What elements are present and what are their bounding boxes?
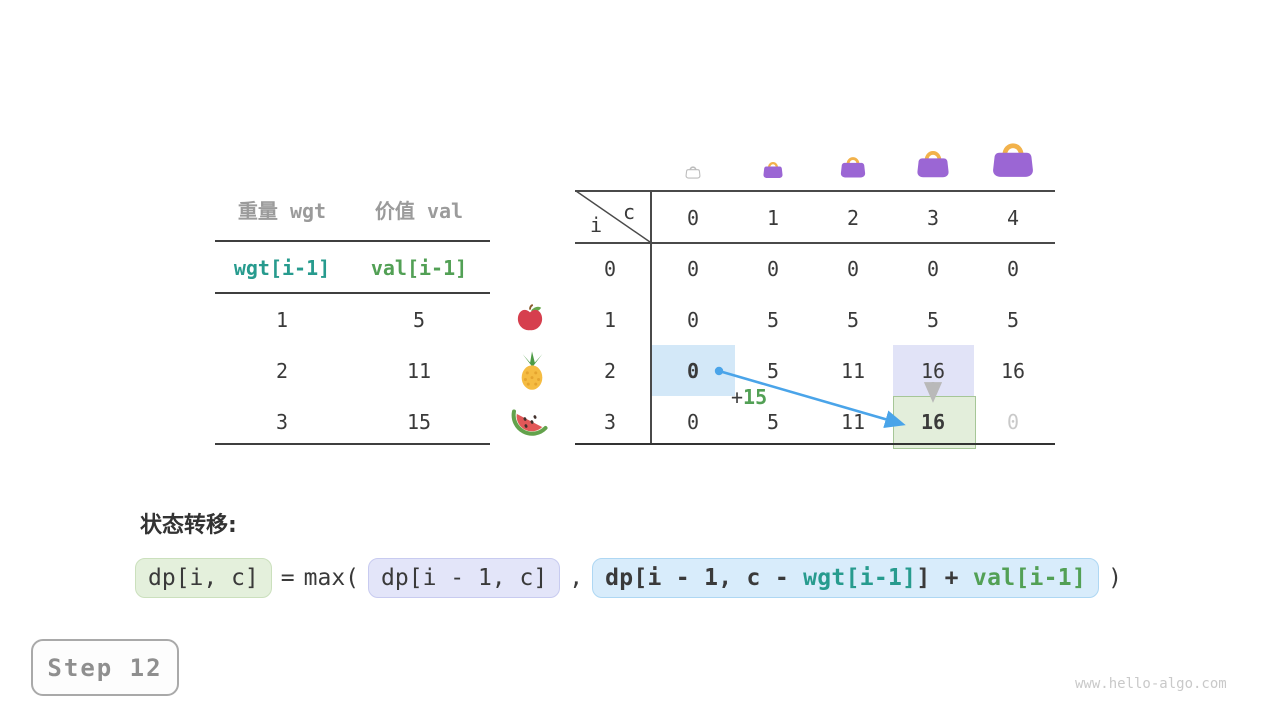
dp-cell: 0	[686, 257, 700, 281]
item-weight: 1	[275, 308, 289, 332]
items-table-rule-bottom	[215, 443, 490, 445]
item-value: 5	[412, 308, 426, 332]
dp-cell: 16	[1000, 359, 1026, 383]
state-transition-heading: 状态转移:	[140, 513, 237, 538]
formula-comma: ,	[569, 565, 584, 591]
items-table-rule-top	[215, 240, 490, 242]
dp-cell: 5	[766, 410, 780, 434]
dp-col-label: 2	[846, 206, 860, 230]
arg2-prefix: dp[i - 1, c -	[605, 565, 804, 591]
items-col-header-value: 价值 val	[374, 199, 464, 223]
items-col-header-weight: 重量 wgt	[237, 199, 327, 223]
dp-row-label: 3	[603, 410, 617, 434]
dp-cell-source: 0	[686, 359, 700, 383]
arg2-val: val[i-1]	[972, 565, 1087, 591]
formula-arg2-chip: dp[i - 1, c - wgt[i-1]] + val[i-1]	[592, 558, 1100, 598]
dp-cell: 5	[766, 359, 780, 383]
dp-cell: 0	[686, 410, 700, 434]
dp-row-label: 2	[603, 359, 617, 383]
dp-cell: 0	[1006, 257, 1020, 281]
dp-rule-header	[575, 242, 1055, 244]
empty-bag-icon	[685, 166, 701, 179]
items-table-rule-mid	[215, 292, 490, 294]
formula-close-paren: )	[1108, 565, 1122, 591]
dp-corner-row-var: i	[589, 213, 603, 237]
handbag-icon	[763, 162, 783, 178]
handbag-icon	[993, 143, 1033, 177]
arg2-wgt: wgt[i-1]	[803, 565, 917, 591]
dp-cell: 5	[846, 308, 860, 332]
item-value: 11	[406, 359, 432, 383]
arg2-plus: +	[930, 565, 973, 591]
dp-cell-current: 16	[920, 410, 946, 434]
apple-icon	[517, 304, 543, 331]
dp-cell: 5	[1006, 308, 1020, 332]
dp-row-label: 0	[603, 257, 617, 281]
item-weight: 2	[275, 359, 289, 383]
step-badge: Step 12	[31, 639, 179, 696]
dp-cell: 11	[840, 359, 866, 383]
plus-operator: +	[731, 385, 744, 409]
formula-equals: =	[280, 565, 295, 591]
item-weight: 3	[275, 410, 289, 434]
pineapple-icon	[521, 351, 543, 390]
dp-cell: 0	[846, 257, 860, 281]
dp-col-label: 4	[1006, 206, 1020, 230]
dp-rule-bottom	[575, 443, 1055, 445]
dp-col-label: 1	[766, 206, 780, 230]
handbag-icon	[917, 151, 949, 178]
dp-cell: 11	[840, 410, 866, 434]
formula-max-open: max(	[303, 565, 360, 591]
dp-cell: 5	[766, 308, 780, 332]
dp-rule-top	[575, 190, 1055, 192]
dp-cell-above: 16	[920, 359, 946, 383]
formula-lhs-chip: dp[i, c]	[135, 558, 272, 598]
dp-col-label: 3	[926, 206, 940, 230]
watermelon-icon	[511, 409, 548, 436]
handbag-icon	[840, 157, 866, 178]
transition-add-annotation: +15	[731, 386, 767, 408]
state-transition-formula: dp[i, c] = max( dp[i - 1, c] , dp[i - 1,…	[135, 558, 1122, 598]
added-value: 15	[743, 385, 768, 409]
dp-cell-pending: 0	[1006, 410, 1020, 434]
dp-cell: 5	[926, 308, 940, 332]
items-var-val: val[i-1]	[370, 256, 468, 280]
dp-cell: 0	[926, 257, 940, 281]
highlight-current-cell	[893, 396, 976, 449]
items-var-wgt: wgt[i-1]	[233, 256, 331, 280]
dp-row-label: 1	[603, 308, 617, 332]
item-value: 15	[406, 410, 432, 434]
formula-arg1-chip: dp[i - 1, c]	[368, 558, 561, 598]
dp-cell: 0	[686, 308, 700, 332]
watermark: www.hello-algo.com	[1075, 676, 1227, 692]
dp-col-label: 0	[686, 206, 700, 230]
dp-rule-vertical	[650, 190, 652, 443]
dp-cell: 0	[766, 257, 780, 281]
arg2-bracket: ]	[916, 565, 931, 591]
